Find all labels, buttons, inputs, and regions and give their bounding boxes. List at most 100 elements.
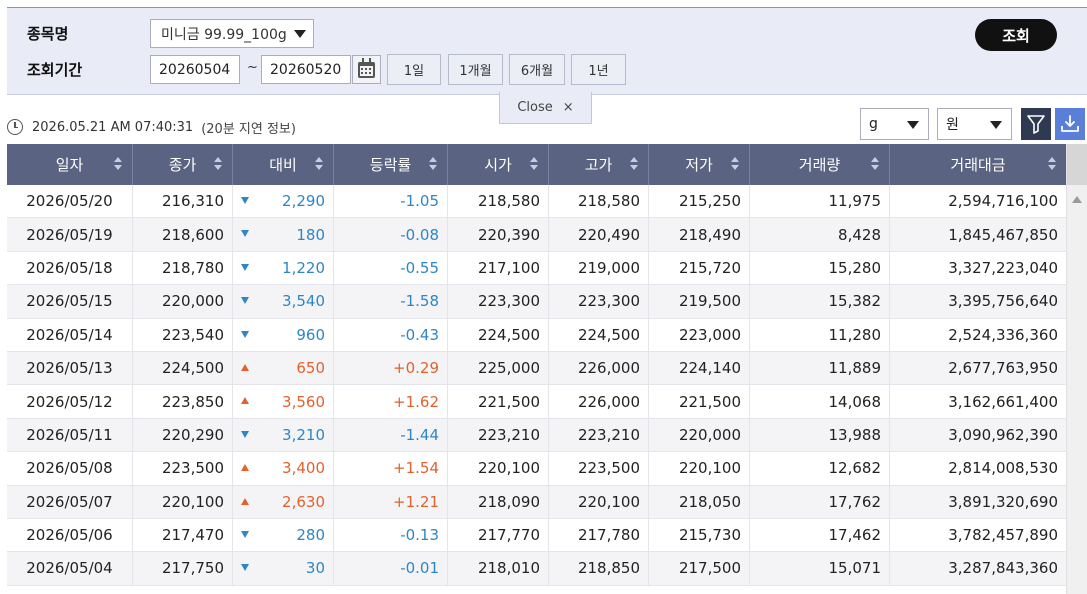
- cell-low-value: 219,500: [678, 292, 741, 311]
- scrollbar-header-spacer: [1067, 144, 1087, 185]
- cell-volume-value: 13,988: [828, 425, 882, 444]
- cell-high-value: 226,000: [577, 392, 640, 411]
- cell-high-value: 223,210: [577, 425, 640, 444]
- table-row[interactable]: 2026/05/04 217,750 30 -0.01 218,010 218,850 21…: [7, 552, 1066, 586]
- table-row[interactable]: 2026/05/19 218,600 180 -0.08 220,390 220,490 2…: [7, 218, 1066, 252]
- triangle-down-icon: [241, 430, 249, 438]
- cell-amount-value: 2,677,763,950: [948, 359, 1058, 378]
- search-button[interactable]: 조회: [975, 19, 1057, 51]
- cell-date-value: 2026/05/12: [26, 392, 113, 411]
- cell-rate-value: +1.21: [393, 492, 439, 511]
- column-header-open[interactable]: 시가: [448, 144, 549, 185]
- table-row[interactable]: 2026/05/13 224,500 650 +0.29 225,000 226,000 2…: [7, 351, 1066, 386]
- cell-volume-value: 12,682: [828, 459, 882, 478]
- cell-rate-value: +0.29: [393, 359, 439, 378]
- cell-date: 2026/05/04: [7, 552, 133, 585]
- table-row[interactable]: 2026/05/14 223,540 960 -0.43 224,500 224,500 2…: [7, 318, 1066, 352]
- cell-low-value: 220,100: [678, 459, 741, 478]
- weight-unit-select[interactable]: g: [860, 108, 929, 140]
- cell-open-value: 225,000: [477, 359, 540, 378]
- cell-open-value: 218,580: [477, 192, 540, 211]
- currency-value: 원: [946, 117, 959, 133]
- cell-change-value: 3,400: [282, 459, 325, 478]
- cell-amount: 3,287,843,360: [890, 552, 1066, 584]
- search-panel: 종목명 미니금 99.99_100g 조회기간 20260504 ~ 20260…: [7, 7, 1087, 95]
- cell-rate: +1.21: [334, 485, 448, 518]
- cell-amount: 3,782,457,890: [890, 519, 1066, 551]
- triangle-down-icon: [241, 297, 249, 305]
- cell-high-value: 224,500: [577, 325, 640, 344]
- sort-icon: [630, 157, 638, 171]
- cell-rate: +1.54: [334, 452, 448, 485]
- cell-low-value: 220,000: [678, 425, 741, 444]
- cell-high: 226,000: [549, 385, 649, 418]
- cell-close: 220,290: [133, 418, 233, 452]
- cell-open: 224,500: [448, 318, 549, 351]
- column-header-close[interactable]: 종가: [133, 144, 233, 185]
- cell-rate-value: +1.62: [393, 392, 439, 411]
- cell-amount-value: 3,287,843,360: [948, 559, 1058, 578]
- weight-unit-value: g: [869, 116, 878, 132]
- cell-date-value: 2026/05/04: [26, 559, 113, 578]
- cell-volume-value: 15,382: [828, 292, 882, 311]
- end-date-input[interactable]: 20260520: [261, 55, 351, 84]
- download-button[interactable]: [1055, 108, 1085, 140]
- cell-low: 218,490: [649, 218, 750, 251]
- cell-date: 2026/05/13: [7, 351, 133, 385]
- triangle-up-icon: [241, 464, 249, 472]
- column-header-low[interactable]: 저가: [649, 144, 750, 185]
- period-1year-button[interactable]: 1년: [571, 54, 626, 85]
- vertical-scrollbar[interactable]: [1066, 144, 1087, 594]
- table-row[interactable]: 2026/05/20 216,310 2,290 -1.05 218,580 218,58…: [7, 185, 1066, 219]
- cell-change-value: 2,630: [282, 492, 325, 511]
- start-date-input[interactable]: 20260504: [150, 55, 240, 84]
- table-row[interactable]: 2026/05/11 220,290 3,210 -1.44 223,210 223,21…: [7, 418, 1066, 453]
- cell-close-value: 218,780: [161, 258, 224, 277]
- sort-icon: [214, 157, 222, 171]
- cell-rate: -1.44: [334, 418, 448, 452]
- cell-amount: 3,395,756,640: [890, 285, 1066, 317]
- cell-low-value: 217,500: [678, 559, 741, 578]
- column-header-date[interactable]: 일자: [7, 144, 133, 185]
- column-header-change[interactable]: 대비: [233, 144, 334, 185]
- table-row[interactable]: 2026/05/15 220,000 3,540 -1.58 223,300 223,30…: [7, 285, 1066, 319]
- triangle-up-icon: [241, 397, 249, 405]
- cell-high-value: 217,780: [577, 526, 640, 545]
- cell-change: 30: [233, 552, 334, 585]
- cell-change-value: 3,540: [282, 292, 325, 311]
- table-row[interactable]: 2026/05/08 223,500 3,400 +1.54 220,100 223,50…: [7, 452, 1066, 486]
- cell-rate-value: -1.58: [400, 292, 439, 311]
- column-header-volume[interactable]: 거래량: [750, 144, 890, 185]
- table-row[interactable]: 2026/05/06 217,470 280 -0.13 217,770 217,780 2…: [7, 518, 1066, 553]
- cell-change-value: 30: [305, 559, 325, 578]
- cell-rate: -0.01: [334, 552, 448, 585]
- period-1month-button[interactable]: 1개월: [448, 54, 503, 85]
- period-6month-button[interactable]: 6개월: [509, 54, 565, 85]
- close-label: Close: [517, 100, 553, 115]
- column-header-rate[interactable]: 등락률: [334, 144, 448, 185]
- cell-close: 216,310: [133, 185, 233, 218]
- calendar-button[interactable]: [352, 55, 381, 84]
- cell-volume: 17,462: [750, 518, 890, 552]
- cell-rate-value: -0.08: [400, 225, 439, 244]
- filter-button[interactable]: [1021, 108, 1051, 140]
- cell-rate-value: -0.43: [400, 325, 439, 344]
- period-1day-button[interactable]: 1일: [387, 54, 441, 85]
- close-panel-button[interactable]: Close ×: [499, 92, 592, 124]
- cell-amount-value: 1,845,467,850: [948, 225, 1058, 244]
- cell-close: 220,000: [133, 285, 233, 318]
- currency-select[interactable]: 원: [937, 108, 1012, 140]
- cell-rate-value: -0.55: [400, 258, 439, 277]
- item-select[interactable]: 미니금 99.99_100g: [150, 19, 314, 48]
- table-row[interactable]: 2026/05/18 218,780 1,220 -0.55 217,100 219,00…: [7, 251, 1066, 286]
- cell-high: 218,580: [549, 185, 649, 218]
- cell-amount: 3,891,320,690: [890, 486, 1066, 518]
- column-header-high[interactable]: 고가: [549, 144, 649, 185]
- table-row[interactable]: 2026/05/07 220,100 2,630 +1.21 218,090 220,10…: [7, 485, 1066, 519]
- date-range-separator: ~: [247, 60, 258, 75]
- scroll-up-icon[interactable]: [1072, 196, 1082, 203]
- table-row[interactable]: 2026/05/12 223,850 3,560 +1.62 221,500 226,00…: [7, 385, 1066, 419]
- cell-date-value: 2026/05/08: [26, 459, 113, 478]
- column-header-amount[interactable]: 거래대금: [890, 144, 1066, 185]
- cell-high-value: 218,850: [577, 559, 640, 578]
